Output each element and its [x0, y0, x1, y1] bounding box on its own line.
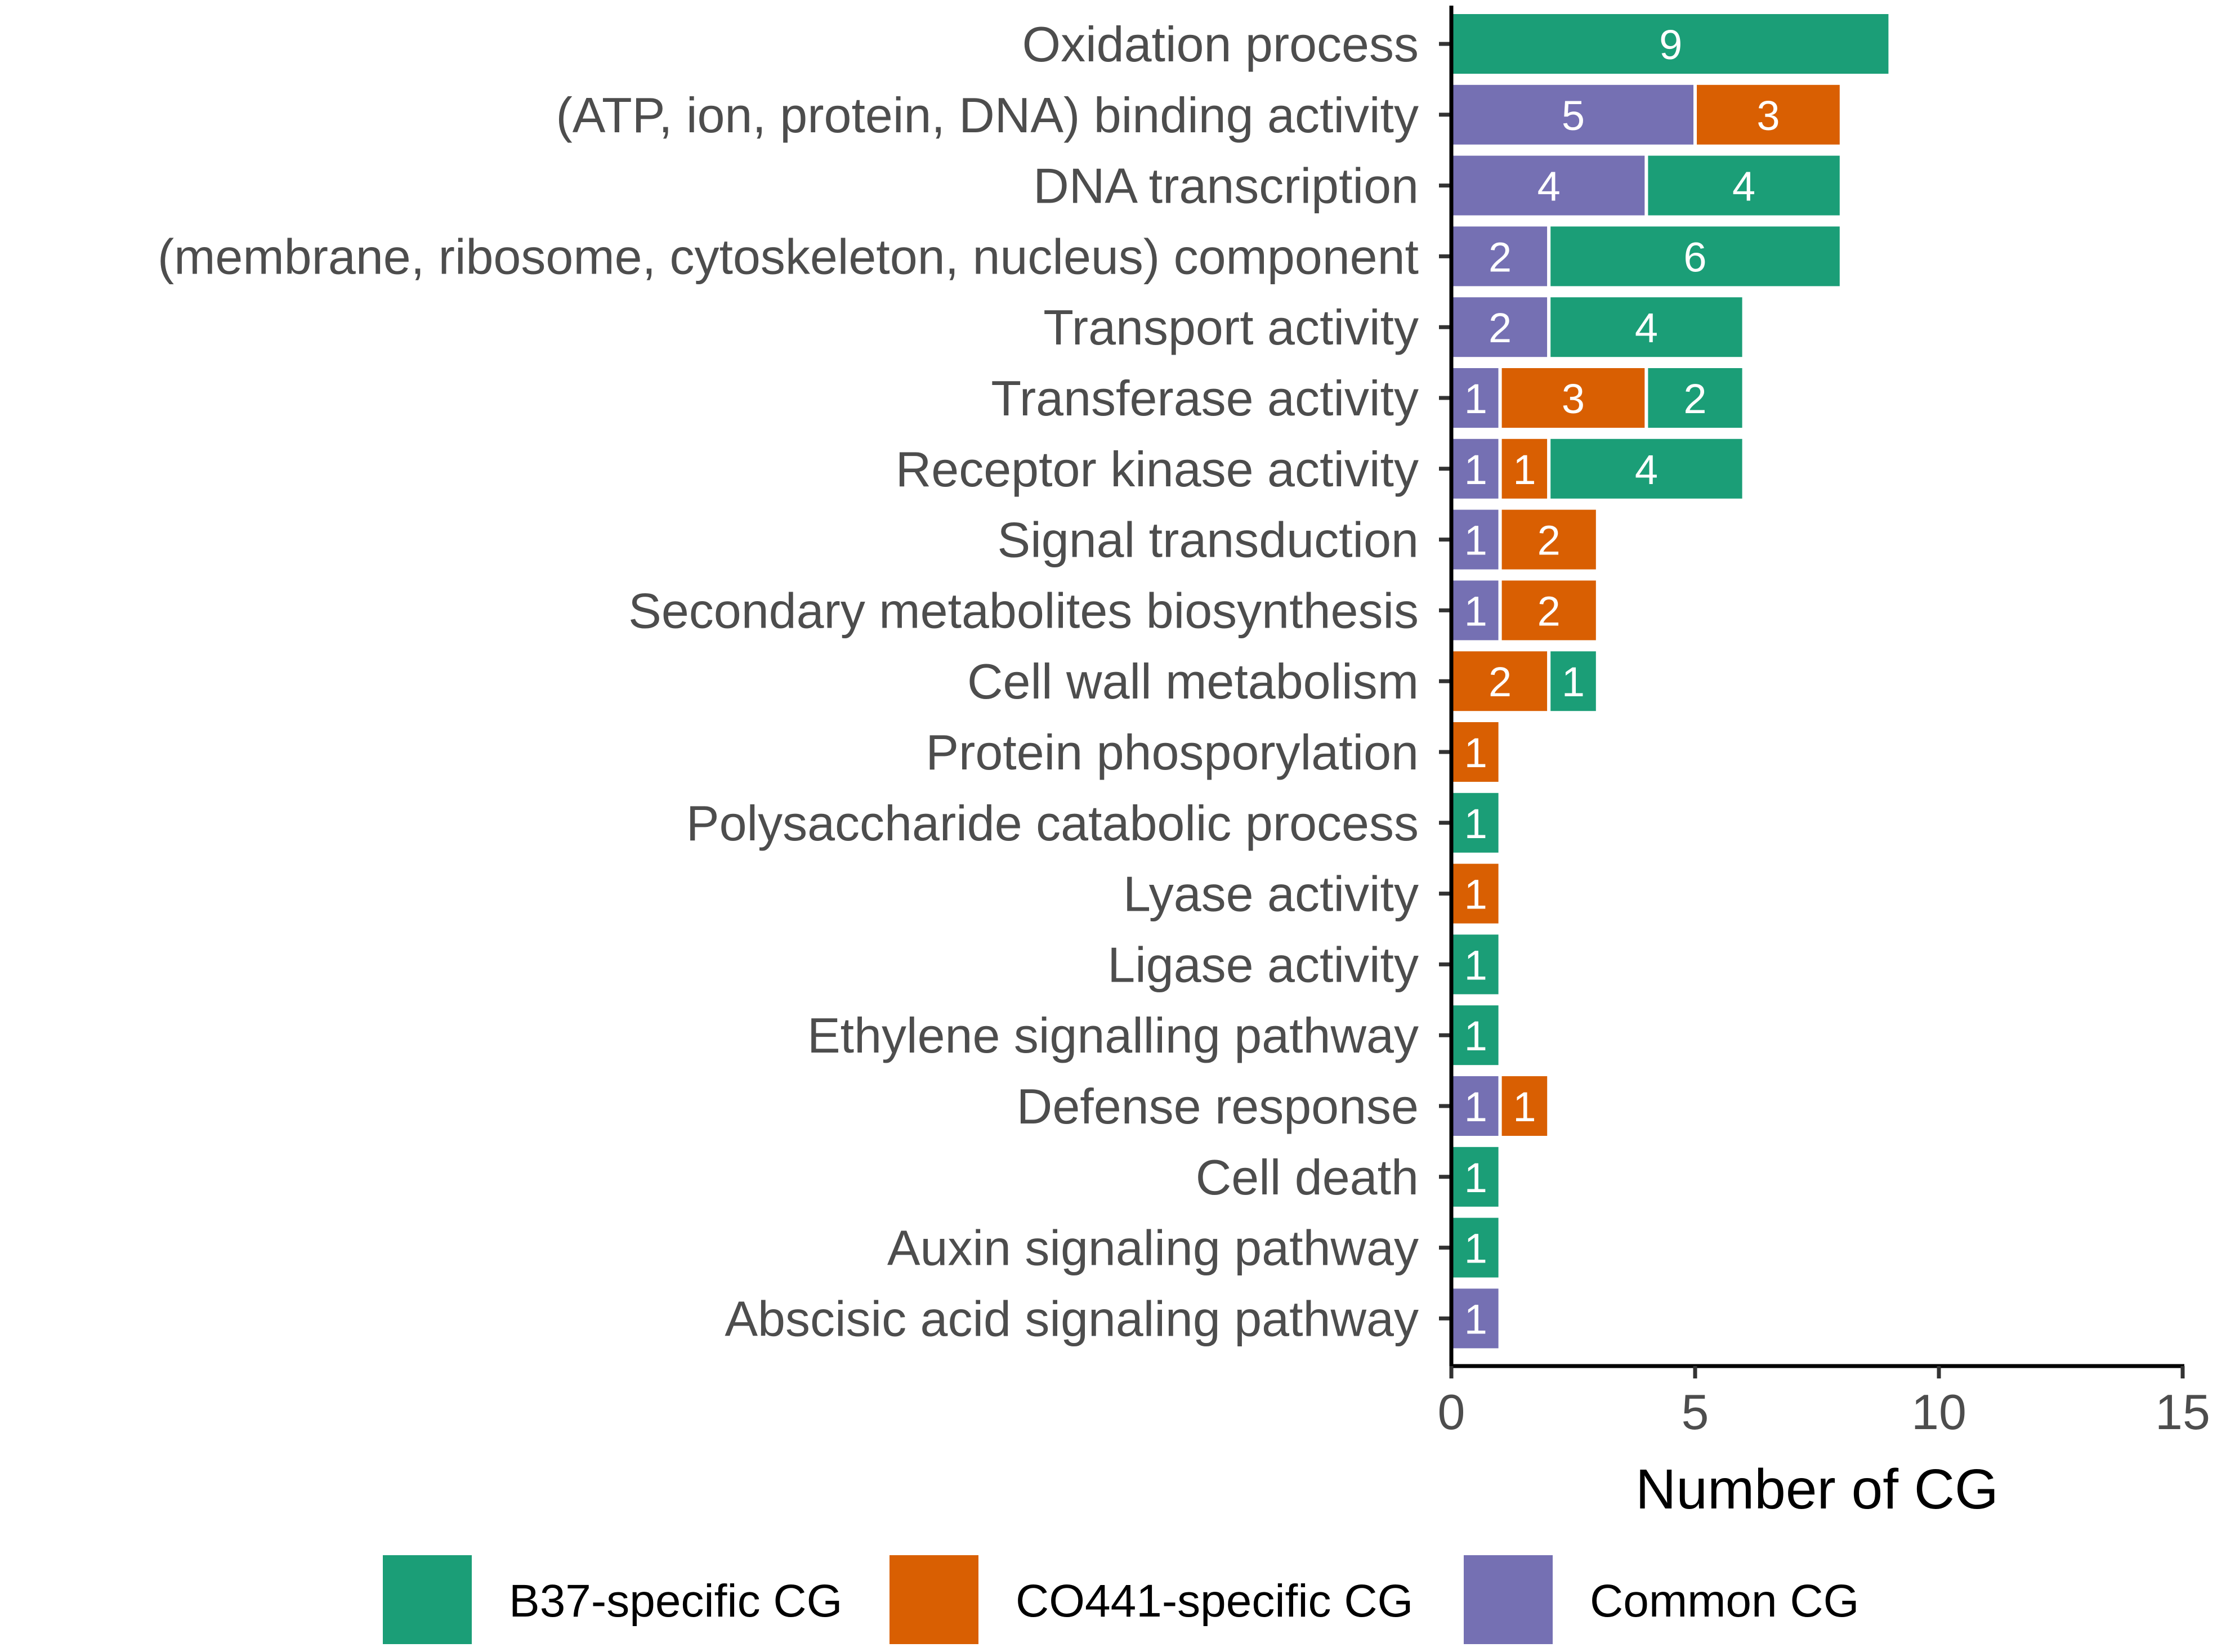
category-labels: Oxidation process (ATP, ion, protein, DNA… — [158, 16, 1419, 1346]
bar-value-label: 1 — [1464, 446, 1487, 493]
bar-value-label: 1 — [1464, 375, 1487, 422]
category-label: Transport activity — [1043, 299, 1419, 355]
legend: B37-specific CG CO441-specific CG Common C… — [383, 1555, 1859, 1644]
bar-value-label: 1 — [1464, 800, 1487, 847]
category-label: Defense response — [1017, 1078, 1419, 1134]
bar-value-label: 6 — [1683, 234, 1706, 280]
legend-swatch-b37 — [383, 1555, 472, 1644]
x-tick-label: 5 — [1682, 1384, 1709, 1440]
bar-value-label: 3 — [1756, 92, 1780, 139]
bar-value-label: 1 — [1464, 588, 1487, 634]
category-label: Receptor kinase activity — [896, 441, 1419, 497]
category-label: Lyase activity — [1123, 866, 1419, 922]
bar-value-label: 1 — [1464, 1296, 1487, 1342]
bar-value-label: 2 — [1489, 305, 1512, 351]
bar-segment-common — [1450, 1285, 1502, 1352]
bar-value-label: 1 — [1464, 1084, 1487, 1130]
bar-segment-b37 — [1547, 648, 1599, 715]
category-label: (ATP, ion, protein, DNA) binding activit… — [556, 87, 1419, 143]
bar-segment-b37 — [1644, 365, 1746, 431]
bar-value-label: 1 — [1562, 659, 1585, 705]
bars-layer — [1450, 11, 1892, 1352]
category-label: Protein phosporylation — [926, 724, 1419, 780]
bar-value-label: 2 — [1683, 375, 1706, 422]
bar-value-label: 9 — [1659, 21, 1682, 68]
bar-value-label: 2 — [1537, 588, 1561, 634]
bar-segment-b37 — [1547, 294, 1746, 361]
x-tick-label: 0 — [1438, 1384, 1465, 1440]
bar-value-label: 1 — [1464, 942, 1487, 988]
category-label: Abscisic acid signaling pathway — [725, 1291, 1419, 1346]
category-tick-marks — [1439, 42, 1451, 1320]
bar-value-label: 1 — [1513, 446, 1536, 493]
category-label: Cell wall metabolism — [967, 653, 1419, 709]
bar-value-label: 1 — [1464, 729, 1487, 776]
bar-segment-b37 — [1450, 931, 1502, 998]
legend-label-common: Common CG — [1590, 1575, 1859, 1627]
bar-segment-b37 — [1450, 1002, 1502, 1069]
bar-value-label: 1 — [1464, 1225, 1487, 1272]
legend-label-co441: CO441-specific CG — [1016, 1575, 1413, 1627]
legend-swatch-co441 — [890, 1555, 978, 1644]
bar-segment-co441 — [1450, 648, 1551, 715]
bar-value-label: 1 — [1513, 1084, 1536, 1130]
bar-segment-co441 — [1693, 81, 1843, 148]
category-label: Auxin signaling pathway — [887, 1220, 1419, 1276]
bar-value-label: 2 — [1537, 517, 1561, 564]
bar-value-label: 1 — [1464, 871, 1487, 918]
bar-value-label: 1 — [1464, 1013, 1487, 1059]
x-axis-ticks: 0 5 10 15 — [1438, 1366, 2210, 1440]
bar-value-label: 1 — [1464, 517, 1487, 564]
bar-segment-b37 — [1450, 1143, 1502, 1210]
bar-value-label: 1 — [1464, 1154, 1487, 1201]
bar-value-label: 4 — [1732, 163, 1755, 210]
bar-value-label: 4 — [1635, 446, 1658, 493]
category-label: Transferase activity — [991, 370, 1419, 426]
x-axis-title: Number of CG — [1635, 1458, 1999, 1521]
category-label: Signal transduction — [998, 512, 1419, 568]
x-tick-label: 15 — [2155, 1384, 2210, 1440]
x-tick-label: 10 — [1911, 1384, 1966, 1440]
category-label: Ethylene signalling pathway — [807, 1008, 1419, 1063]
bar-segment-co441 — [1498, 577, 1599, 644]
bar-segment-b37 — [1450, 1214, 1502, 1281]
legend-swatch-common — [1464, 1555, 1553, 1644]
category-label: Oxidation process — [1022, 16, 1419, 72]
bar-segment-b37 — [1450, 789, 1502, 856]
category-label: Polysaccharide catabolic process — [686, 795, 1419, 851]
category-label: DNA transcription — [1033, 158, 1419, 214]
bar-segment-co441 — [1498, 1073, 1551, 1139]
bar-segment-co441 — [1498, 506, 1599, 573]
bar-value-label: 2 — [1489, 234, 1512, 280]
legend-label-b37: B37-specific CG — [509, 1575, 842, 1627]
category-label: Ligase activity — [1107, 937, 1419, 992]
bar-segment-common — [1450, 81, 1697, 148]
bar-segment-b37 — [1547, 435, 1746, 502]
bar-value-label: 5 — [1562, 92, 1585, 139]
bar-segment-co441 — [1450, 719, 1502, 785]
bar-segment-b37 — [1644, 152, 1843, 219]
category-label: (membrane, ribosome, cytoskeleton, nucle… — [158, 229, 1419, 284]
category-label: Secondary metabolites biosynthesis — [628, 583, 1419, 638]
category-label: Cell death — [1196, 1149, 1419, 1205]
bar-value-label: 4 — [1537, 163, 1561, 210]
bar-value-label: 2 — [1489, 659, 1512, 705]
bar-value-label: 3 — [1562, 375, 1585, 422]
bar-segment-b37 — [1547, 223, 1843, 290]
bar-value-label: 4 — [1635, 305, 1658, 351]
